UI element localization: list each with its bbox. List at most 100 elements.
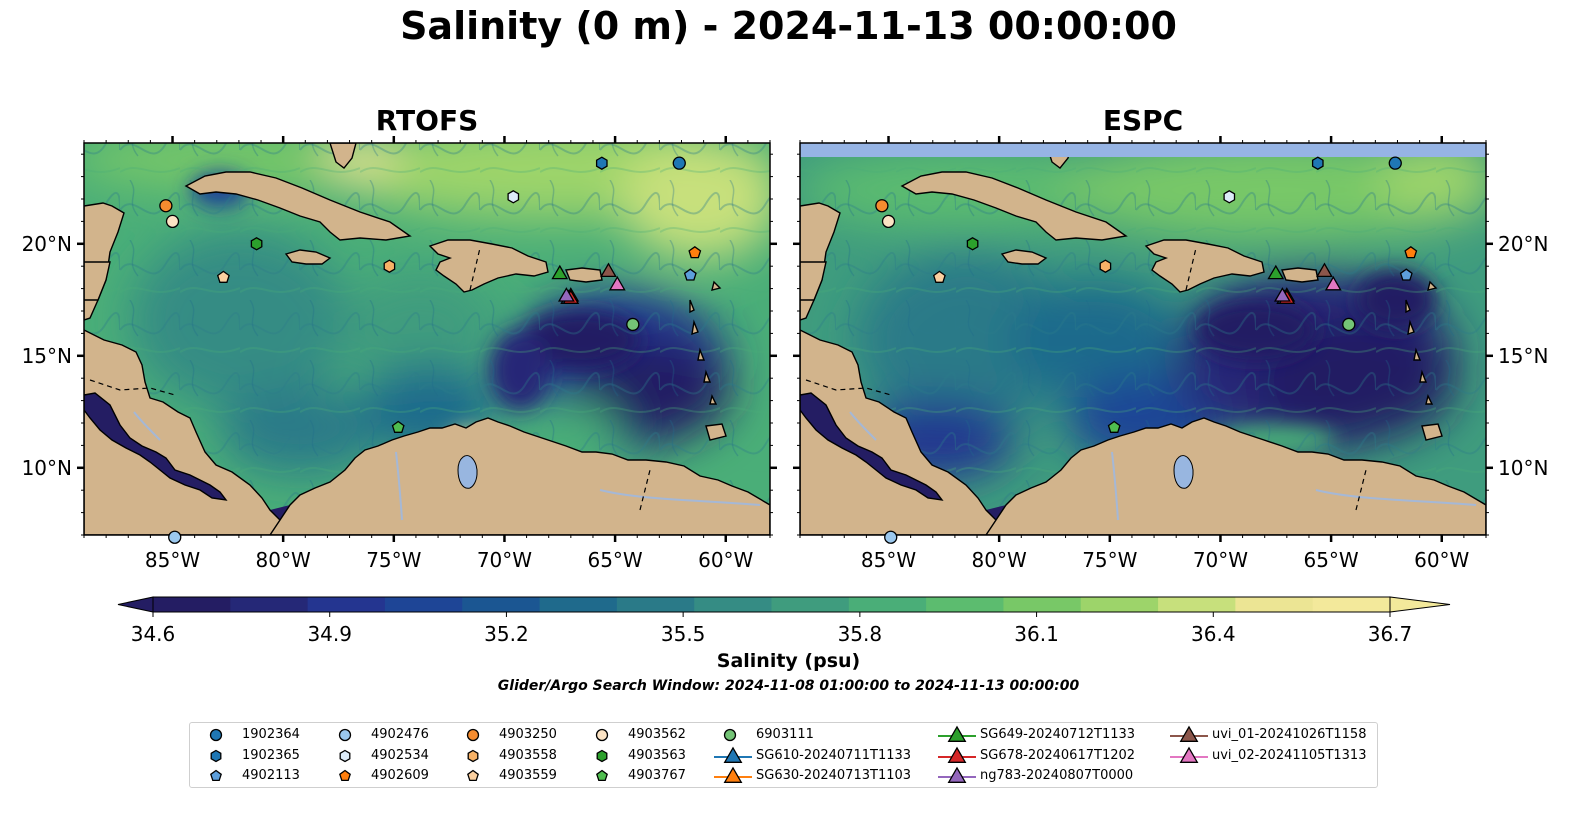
- glider-marker-uvi_01-20241026T1158: [600, 262, 617, 278]
- colorbar-segment: [1080, 597, 1159, 612]
- legend-marker-icon: [938, 746, 976, 763]
- legend-symbol: [338, 728, 352, 742]
- legend-symbol: [596, 749, 608, 762]
- legend-symbol: [947, 725, 967, 742]
- colorbar-segment: [1235, 597, 1314, 612]
- x-tick-label: 60°W: [1414, 548, 1469, 572]
- colorbar-segment: [1312, 597, 1391, 612]
- colorbar-segment: [230, 597, 309, 612]
- colorbar-tick-label: 36.4: [1191, 622, 1236, 646]
- argo-marker-4903559: [932, 270, 946, 283]
- search-window-caption: Glider/Argo Search Window: 2024-11-08 01…: [497, 678, 1080, 694]
- legend-label: 1902365: [242, 747, 300, 763]
- colorbar-segment: [616, 597, 695, 612]
- argo-marker-4902534: [507, 190, 520, 204]
- colorbar-label: Salinity (psu): [716, 650, 861, 672]
- legend-symbol: [723, 746, 743, 763]
- legend-label: 4903558: [499, 747, 557, 763]
- y-tick-label: 15°N: [22, 344, 72, 368]
- legend-symbol: [947, 766, 967, 783]
- colorbar: 34.6 34.9 35.2 35.5 35.8 36.1 36.4 36.7: [117, 596, 1451, 646]
- x-tick-label: 80°W: [256, 548, 311, 572]
- legend-label: SG610-20240711T1133: [756, 747, 912, 763]
- legend-marker-icon: [714, 746, 752, 763]
- argo-marker-4902113: [683, 268, 697, 281]
- legend-label: 4903563: [628, 747, 686, 763]
- legend-label: uvi_01-20241026T1158: [1212, 727, 1367, 742]
- legend-label: 4902476: [371, 727, 429, 742]
- y-tick-label: 15°N: [1498, 344, 1548, 368]
- legend-symbol: [339, 749, 351, 762]
- legend-marker-icon: [339, 749, 351, 762]
- argo-marker-6903111: [1342, 317, 1356, 332]
- legend-label: SG630-20240713T1103: [756, 768, 912, 783]
- glider-marker-uvi_02-20241105T1313: [1324, 275, 1342, 291]
- legend-symbol: [466, 728, 480, 742]
- legend-label: ng783-20240807T0000: [980, 768, 1134, 783]
- argo-marker-4902609: [1404, 245, 1418, 259]
- legend-marker-icon: [596, 749, 608, 762]
- argo-marker-4902476: [168, 530, 182, 544]
- legend-label: 4903767: [628, 768, 686, 783]
- argo-marker-4903767: [1107, 420, 1121, 433]
- argo-marker-4903558: [1099, 259, 1112, 273]
- x-tick-label: 70°W: [1193, 548, 1248, 572]
- legend-marker-icon: [1170, 725, 1208, 742]
- colorbar-frame: [152, 596, 1391, 613]
- legend-label: SG678-20240617T1202: [980, 747, 1136, 763]
- figure-title: Salinity (0 m) - 2024-11-13 00:00:00: [400, 4, 1177, 48]
- argo-marker-6903111: [626, 317, 640, 332]
- legend-symbol: [210, 749, 222, 762]
- legend-label: 4903250: [499, 727, 557, 742]
- legend-label: 4902534: [371, 747, 429, 763]
- legend-symbol: [210, 769, 222, 782]
- legend-label: uvi_02-20241105T1313: [1212, 747, 1367, 763]
- y-tick-label: 20°N: [1498, 232, 1548, 256]
- colorbar-tick-label: 36.7: [1368, 622, 1413, 646]
- x-tick-label: 85°W: [145, 548, 200, 572]
- argo-marker-4903250: [159, 199, 173, 213]
- legend-marker-icon: [210, 769, 222, 782]
- legend-symbol: [467, 749, 479, 762]
- legend-marker-icon: [467, 749, 479, 762]
- glider-marker-ng783-20240807T0000: [557, 287, 575, 302]
- colorbar-segment: [926, 597, 1005, 612]
- x-tick-label: 60°W: [698, 548, 753, 572]
- legend-label: SG649-20240712T1133: [980, 727, 1136, 742]
- x-tick-label: 80°W: [972, 548, 1027, 572]
- legend-symbol: [723, 728, 737, 742]
- glider-marker-SG649-20240712T1133: [1267, 264, 1285, 280]
- legend-label: 6903111: [756, 727, 814, 742]
- panel-title-rtofs: RTOFS: [375, 104, 479, 137]
- glider-marker-uvi_02-20241105T1313: [608, 275, 626, 291]
- legend-marker-icon: [466, 728, 480, 742]
- x-tick-label: 65°W: [587, 548, 642, 572]
- legend-symbol: [209, 728, 223, 742]
- argo-marker-4902534: [1223, 190, 1236, 204]
- argo-marker-4903562: [165, 214, 180, 229]
- colorbar-extend-high: [1389, 596, 1451, 613]
- legend-marker-icon: [938, 766, 976, 783]
- argo-marker-4903562: [881, 214, 896, 229]
- glider-marker-uvi_01-20241026T1158: [1316, 262, 1333, 278]
- colorbar-extend-low: [117, 596, 154, 613]
- colorbar-segment: [694, 597, 773, 612]
- legend-marker-icon: [1170, 746, 1208, 763]
- colorbar-tick-label: 36.1: [1014, 622, 1059, 646]
- glider-marker-ng783-20240807T0000: [1273, 287, 1291, 302]
- colorbar-segment: [462, 597, 541, 612]
- x-tick-label: 70°W: [477, 548, 532, 572]
- argo-marker-4903563: [966, 237, 979, 251]
- legend-symbol: [1179, 746, 1199, 763]
- legend-label: 1902364: [242, 727, 300, 742]
- legend-symbol: [339, 769, 351, 782]
- legend-marker-icon: [714, 766, 752, 783]
- argo-marker-4902609: [688, 245, 702, 259]
- y-tick-label: 20°N: [22, 232, 72, 256]
- colorbar-segment: [539, 597, 618, 612]
- legend-symbol: [1179, 725, 1199, 742]
- legend-marker-icon: [339, 769, 351, 782]
- colorbar-segment: [1003, 597, 1082, 612]
- panel-title-espc: ESPC: [1102, 104, 1184, 137]
- x-tick-label: 65°W: [1303, 548, 1358, 572]
